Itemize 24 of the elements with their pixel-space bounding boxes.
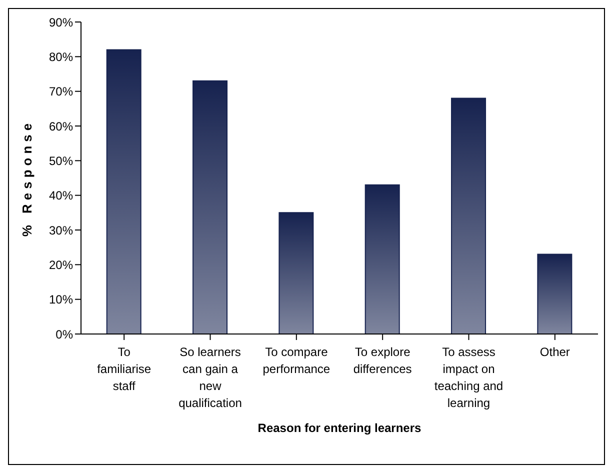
x-tick-label: So learners can gain a new qualification: [178, 345, 242, 410]
y-tick-label: 30%: [48, 223, 74, 238]
y-tick-label: 50%: [48, 154, 74, 168]
bar: [451, 98, 486, 334]
bar: [537, 254, 572, 334]
bar: [364, 184, 400, 334]
y-tick-label: 90%: [48, 15, 74, 30]
x-tick-label: To explore differences: [353, 345, 412, 376]
x-tick-label: To assess impact on teaching and learning: [434, 345, 504, 410]
y-axis-title: % Response: [20, 119, 35, 237]
y-tick-label: 40%: [48, 188, 74, 203]
y-tick-label: 20%: [48, 258, 74, 272]
y-tick-label: 70%: [48, 84, 74, 99]
x-tick-label: Other: [540, 345, 570, 359]
x-tick-label: To familiarise staff: [97, 345, 152, 393]
x-axis-title: Reason for entering learners: [258, 421, 422, 435]
y-tick-label: 80%: [48, 50, 74, 64]
y-tick-label: 10%: [48, 292, 74, 307]
bar: [278, 212, 314, 334]
bar: [192, 80, 228, 334]
y-tick-label: 0%: [56, 327, 74, 342]
x-tick-label: To compare performance: [262, 345, 330, 376]
bar: [106, 49, 142, 334]
y-tick-label: 60%: [48, 119, 74, 134]
